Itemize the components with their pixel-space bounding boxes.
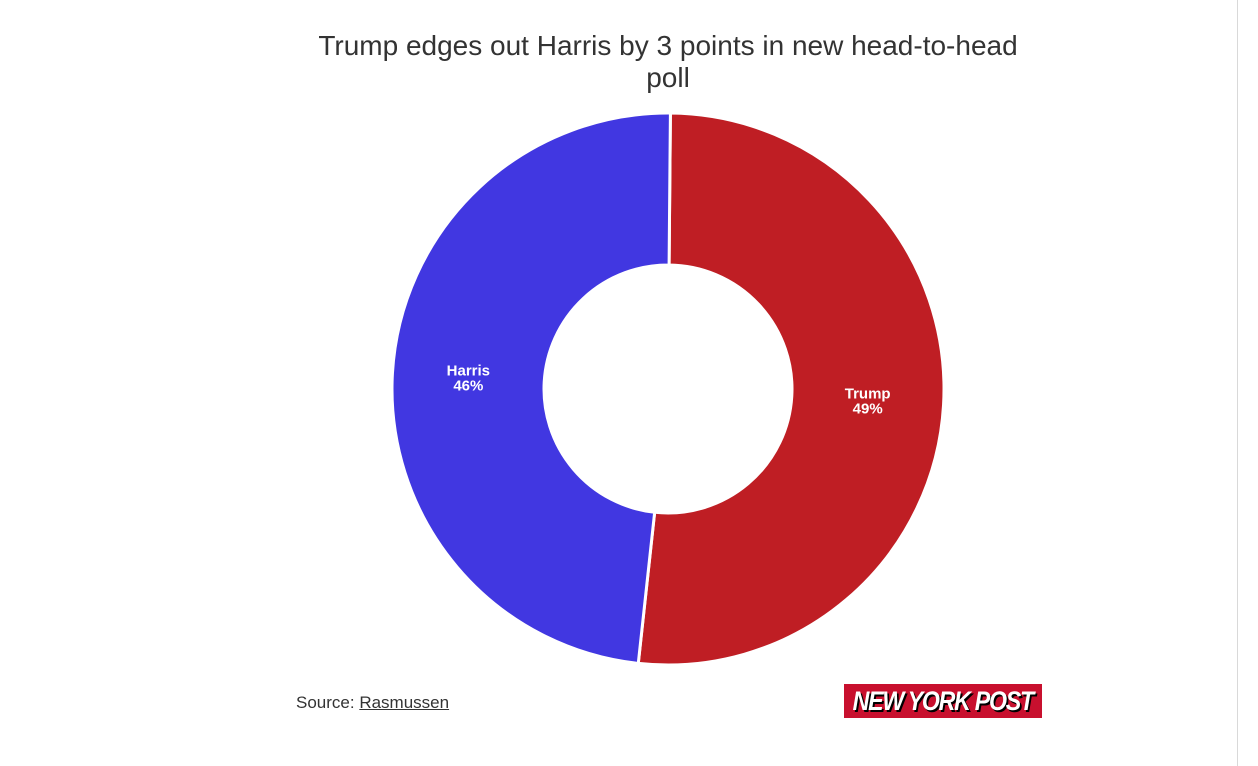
donut-slice-harris <box>390 111 672 665</box>
logo-text: NEW YORK POST <box>852 685 1034 716</box>
new-york-post-logo: NEW YORK POST <box>844 684 1042 718</box>
slice-label-trump: Trump <box>845 386 891 403</box>
chart-title: Trump edges out Harris by 3 points in ne… <box>318 30 1018 93</box>
slice-value-harris: 46% <box>453 377 483 394</box>
donut-slice-trump <box>636 111 946 667</box>
slice-value-trump: 49% <box>853 401 883 418</box>
page-right-border <box>1237 0 1238 766</box>
slice-label-harris: Harris <box>447 362 490 379</box>
source-line: Source: Rasmussen <box>296 693 449 713</box>
source-link[interactable]: Rasmussen <box>359 693 450 712</box>
source-prefix: Source: <box>296 693 355 712</box>
